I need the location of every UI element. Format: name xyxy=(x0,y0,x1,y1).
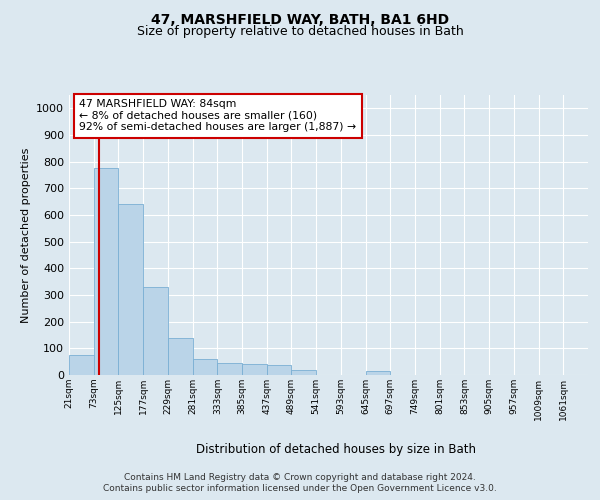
Bar xyxy=(168,338,193,375)
Text: 47, MARSHFIELD WAY, BATH, BA1 6HD: 47, MARSHFIELD WAY, BATH, BA1 6HD xyxy=(151,12,449,26)
Bar xyxy=(118,204,143,375)
Bar xyxy=(217,363,242,375)
Text: Size of property relative to detached houses in Bath: Size of property relative to detached ho… xyxy=(137,25,463,38)
Bar xyxy=(193,359,217,375)
Text: Contains HM Land Registry data © Crown copyright and database right 2024.: Contains HM Land Registry data © Crown c… xyxy=(124,472,476,482)
Bar xyxy=(94,168,118,375)
Y-axis label: Number of detached properties: Number of detached properties xyxy=(20,148,31,322)
Bar xyxy=(242,364,267,375)
Text: Distribution of detached houses by size in Bath: Distribution of detached houses by size … xyxy=(196,442,476,456)
Bar xyxy=(143,287,168,375)
Bar xyxy=(365,371,390,375)
Bar xyxy=(69,355,94,375)
Bar xyxy=(292,370,316,375)
Bar xyxy=(267,365,292,375)
Text: 47 MARSHFIELD WAY: 84sqm
← 8% of detached houses are smaller (160)
92% of semi-d: 47 MARSHFIELD WAY: 84sqm ← 8% of detache… xyxy=(79,99,356,132)
Text: Contains public sector information licensed under the Open Government Licence v3: Contains public sector information licen… xyxy=(103,484,497,493)
